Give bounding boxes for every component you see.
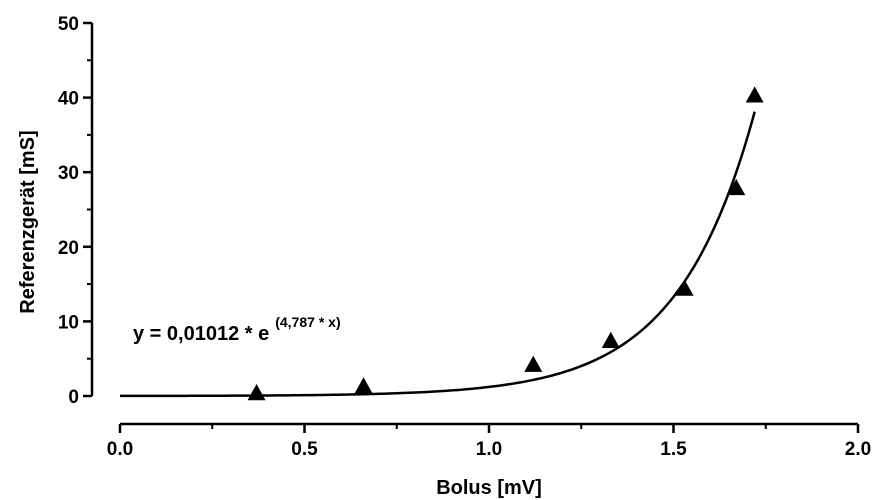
x-tick-label: 1.0 [476,439,502,460]
y-axis-title: Referenzgerät [mS] [17,130,39,313]
data-point [524,355,543,372]
x-tick-label: 0.5 [291,439,318,460]
fit-equation-main: y = 0,01012 * e [133,323,269,345]
x-tick-label: 0.0 [107,439,133,460]
data-point [727,178,746,196]
y-tick-label: 40 [58,89,79,110]
x-axis: 0.0 0.5 1.0 1.5 2.0 [107,422,871,460]
y-tick-label: 20 [58,238,79,259]
data-points [247,86,764,401]
x-axis-title: Bolus [mV] [436,477,542,499]
y-tick-label: 30 [58,163,79,184]
x-tick-label: 2.0 [845,439,871,460]
y-tick-label: 0 [68,387,79,408]
y-tick-label: 50 [58,14,79,35]
fit-curve [120,111,756,398]
fit-equation-exponent: (4,787 * x) [275,314,340,330]
data-point [354,377,373,394]
x-tick-label: 1.5 [660,439,687,460]
y-axis: 0 10 20 30 40 50 [58,14,94,408]
data-point [601,331,620,348]
data-point [745,86,764,103]
data-point [675,279,694,296]
fit-equation: y = 0,01012 * e (4,787 * x) [133,314,341,345]
y-tick-label: 10 [58,312,79,333]
data-point [247,384,266,401]
